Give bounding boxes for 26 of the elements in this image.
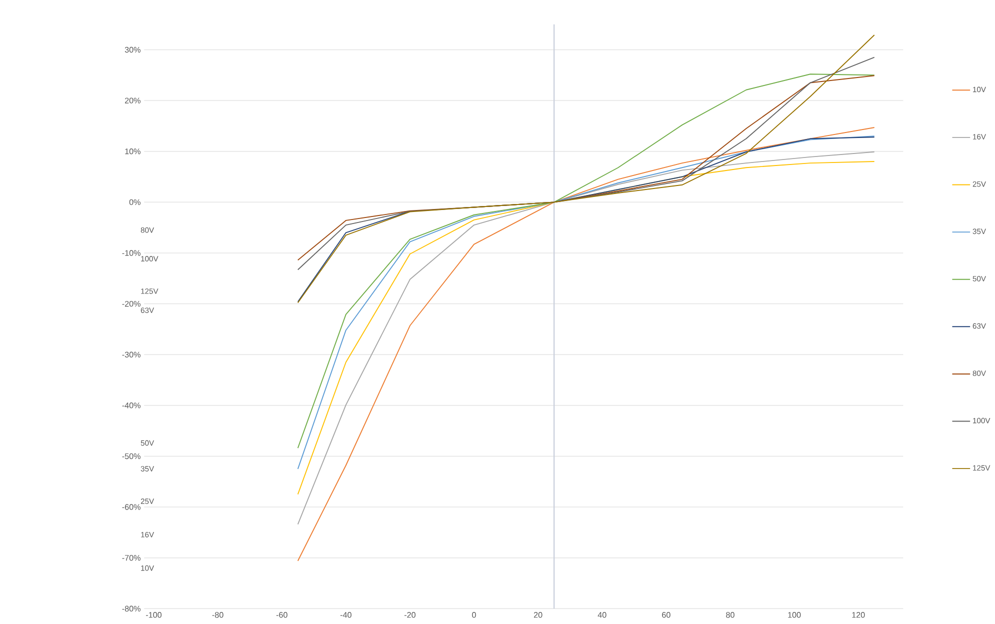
y-tick-label: -60% (122, 504, 140, 510)
x-tick-label: 100 (788, 612, 801, 618)
y-tick-label: -10% (122, 250, 140, 256)
x-tick-label: -80 (212, 612, 224, 618)
y-tick-label: -50% (122, 453, 140, 459)
x-tick-label: 120 (852, 612, 865, 618)
y-tick-label: 10% (125, 148, 140, 154)
line-series (297, 34, 875, 304)
y-tick-label: -40% (122, 402, 140, 408)
y-tick-label: -30% (122, 352, 140, 358)
line-series (297, 73, 875, 448)
y-tick-label: -80% (122, 606, 140, 612)
x-tick-label: 60 (662, 612, 670, 618)
y-tick-label: 30% (124, 46, 140, 52)
x-tick-label: -20 (404, 612, 416, 618)
x-tick-label: 40 (598, 612, 606, 618)
y-tick-label: 20% (124, 97, 140, 104)
x-tick-label: -40 (340, 612, 352, 618)
x-tick-label: -100 (146, 612, 162, 618)
y-tick-label: -70% (122, 554, 140, 560)
x-tick-label: 20 (534, 612, 542, 618)
x-tick-label: 80 (726, 612, 734, 618)
x-tick-label: -60 (276, 612, 288, 618)
y-tick-label: -20% (122, 300, 140, 306)
y-tick-label: 0% (129, 199, 140, 205)
x-tick-label: 0 (472, 612, 476, 618)
